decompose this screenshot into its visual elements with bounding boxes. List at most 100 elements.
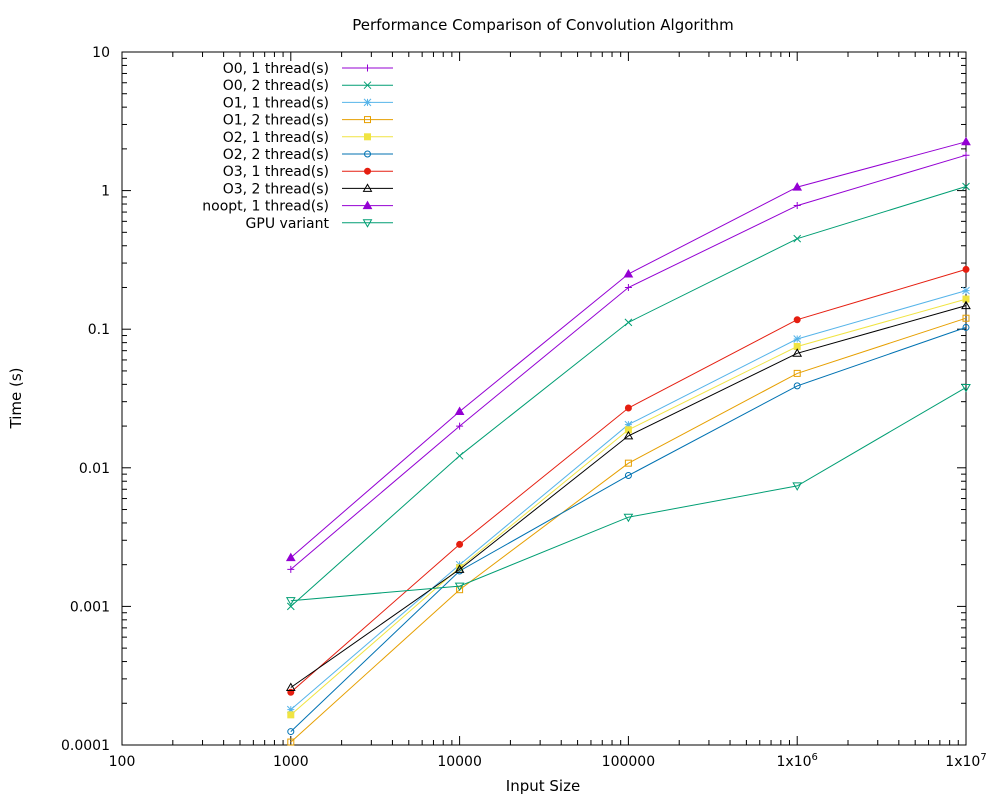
data-point [623,513,634,523]
series-9 [285,383,971,606]
data-point [286,602,295,611]
legend-label: O3, 1 thread(s) [223,164,329,180]
data-point [962,323,970,331]
legend-label: GPU variant [246,216,330,232]
data-point [962,265,970,273]
data-point [962,182,970,191]
data-point [793,335,802,343]
data-point [287,565,295,573]
data-point [793,369,801,377]
series-7 [285,300,971,691]
data-point [793,202,801,210]
legend-item: O3, 1 thread(s) [223,164,393,180]
data-point [962,151,970,159]
x-axis-label: Input Size [506,777,580,795]
data-point [287,711,295,719]
legend-label: O0, 2 thread(s) [223,78,329,94]
data-point [792,482,803,491]
data-point [364,150,371,158]
data-point [285,682,296,691]
data-point [364,116,371,124]
series-line [290,317,967,743]
y-axis-label: Time (s) [7,368,25,430]
data-point [362,200,373,210]
data-point [962,314,970,322]
legend-item: O3, 2 thread(s) [223,181,393,197]
data-point [362,183,373,192]
series-line [290,298,967,716]
series-8 [285,136,971,562]
series-5 [287,323,970,736]
legend-label: O3, 2 thread(s) [223,181,329,197]
data-point [793,316,801,324]
series-line [290,290,967,710]
data-point [961,383,971,393]
legend-label: noopt, 1 thread(s) [202,199,329,215]
data-point [364,64,371,72]
y-tick-label: 1 [101,184,110,200]
data-point [623,269,634,278]
x-tick-exponent: 7 [980,752,986,763]
legend-item: GPU variant [246,216,393,232]
data-point [364,167,371,175]
data-point [792,182,803,191]
series-line [290,268,967,693]
chart-title: Performance Comparison of Convolution Al… [352,16,733,34]
series-line [290,386,967,602]
data-point [287,728,295,736]
data-point [793,234,802,243]
series-6 [287,265,970,696]
series-3 [287,314,970,746]
data-point [454,582,465,592]
data-point [287,738,295,746]
series-1 [286,182,970,611]
series-line [290,186,967,607]
x-tick-exponent: 6 [812,752,818,763]
series-line [290,305,967,688]
data-point [624,471,632,479]
data-point [961,136,971,146]
data-point [285,552,296,562]
y-tick-label: 0.001 [70,599,110,615]
data-point [961,300,971,310]
legend-label: O2, 1 thread(s) [223,130,329,146]
legend-label: O1, 2 thread(s) [223,113,329,129]
legend-item: O2, 1 thread(s) [223,130,393,146]
data-point [285,597,296,606]
data-point [362,219,373,228]
series-line [290,326,967,732]
legend-label: O1, 1 thread(s) [223,95,329,111]
series-line [290,141,967,558]
legend: O0, 1 thread(s)O0, 2 thread(s)O1, 1 thre… [202,61,393,232]
plot-frame [121,51,967,746]
legend-item: O1, 1 thread(s) [223,95,393,111]
data-point [624,420,633,429]
y-tick-label: 0.0001 [61,738,110,754]
data-point [623,430,634,440]
legend-item: O2, 2 thread(s) [223,147,393,163]
data-point [363,81,372,90]
data-point [455,451,464,460]
data-point [364,133,371,141]
data-point [624,283,632,291]
data-point [456,540,464,548]
data-point [793,382,801,390]
axis-ticks: 100 1000 10000 100000 1x106 1x107 0.0001 0.001 0… [61,45,987,770]
x-tick-label: 10000 [437,754,482,770]
data-point [456,586,464,594]
legend-item: O0, 1 thread(s) [223,61,393,77]
y-tick-label: 0.1 [88,322,110,338]
data-point [624,318,633,327]
legend-item: O1, 2 thread(s) [223,113,393,129]
legend-label: O2, 2 thread(s) [223,147,329,163]
y-tick-label: 10 [92,45,110,61]
data-point [454,406,465,415]
data-point [456,422,464,430]
legend-item: noopt, 1 thread(s) [202,199,393,215]
x-tick-label: 100000 [602,754,655,770]
data-point [286,705,295,714]
x-tick-label: 1x106 [777,752,818,770]
y-tick-label: 0.01 [79,461,110,477]
